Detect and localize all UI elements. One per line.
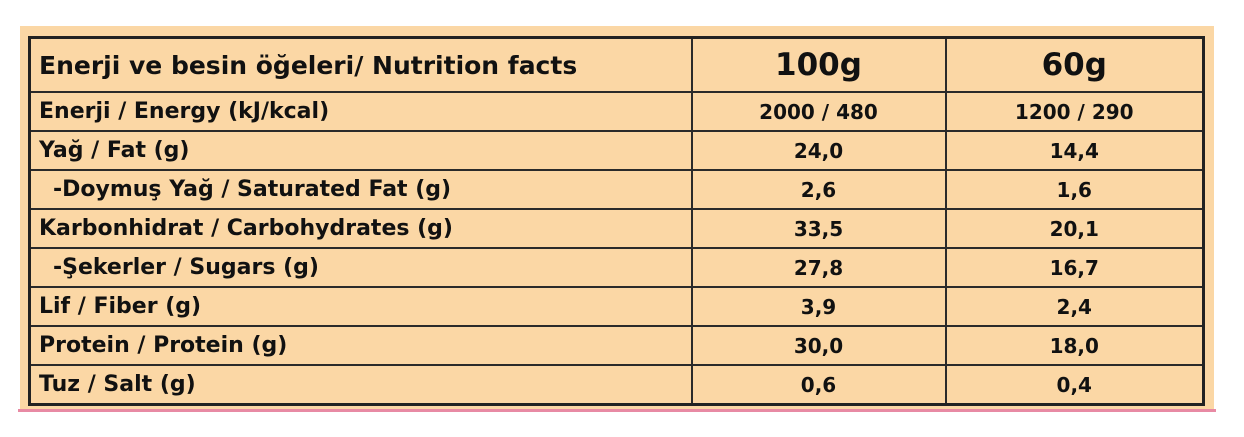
value-100g: 3,9: [690, 286, 947, 327]
table-row: -Doymuş Yağ / Saturated Fat (g) 2,6 1,6: [28, 169, 1205, 210]
value-100g: 24,0: [690, 130, 947, 171]
row-label: Enerji / Energy (kJ/kcal): [28, 91, 693, 132]
row-label: Karbonhidrat / Carbohydrates (g): [28, 208, 693, 249]
table-row: Karbonhidrat / Carbohydrates (g) 33,5 20…: [28, 208, 1205, 249]
row-label: Yağ / Fat (g): [28, 130, 693, 171]
value-60g: 16,7: [944, 247, 1205, 288]
accent-line: [18, 409, 1216, 412]
value-60g: 18,0: [944, 325, 1205, 366]
table-row: Yağ / Fat (g) 24,0 14,4: [28, 130, 1205, 171]
value-100g: 30,0: [690, 325, 947, 366]
table-row: -Şekerler / Sugars (g) 27,8 16,7: [28, 247, 1205, 288]
value-60g: 0,4: [944, 364, 1205, 406]
row-label: -Doymuş Yağ / Saturated Fat (g): [28, 169, 693, 210]
nutrition-table: Enerji ve besin öğeleri/ Nutrition facts…: [28, 36, 1205, 406]
value-60g: 2,4: [944, 286, 1205, 327]
value-60g: 20,1: [944, 208, 1205, 249]
header-nutrition-facts: Enerji ve besin öğeleri/ Nutrition facts: [28, 36, 693, 93]
value-100g: 27,8: [690, 247, 947, 288]
value-100g: 2000 / 480: [690, 91, 947, 132]
value-60g: 1,6: [944, 169, 1205, 210]
value-60g: 14,4: [944, 130, 1205, 171]
value-60g: 1200 / 290: [944, 91, 1205, 132]
table-row: Lif / Fiber (g) 3,9 2,4: [28, 286, 1205, 327]
value-100g: 33,5: [690, 208, 947, 249]
table-row: Tuz / Salt (g) 0,6 0,4: [28, 364, 1205, 406]
value-100g: 2,6: [690, 169, 947, 210]
header-60g: 60g: [944, 36, 1205, 93]
table-header-row: Enerji ve besin öğeleri/ Nutrition facts…: [28, 36, 1205, 93]
row-label: Protein / Protein (g): [28, 325, 693, 366]
value-100g: 0,6: [690, 364, 947, 406]
row-label: Tuz / Salt (g): [28, 364, 693, 406]
table-row: Protein / Protein (g) 30,0 18,0: [28, 325, 1205, 366]
table-row: Enerji / Energy (kJ/kcal) 2000 / 480 120…: [28, 91, 1205, 132]
header-100g: 100g: [690, 36, 947, 93]
row-label: Lif / Fiber (g): [28, 286, 693, 327]
row-label: -Şekerler / Sugars (g): [28, 247, 693, 288]
